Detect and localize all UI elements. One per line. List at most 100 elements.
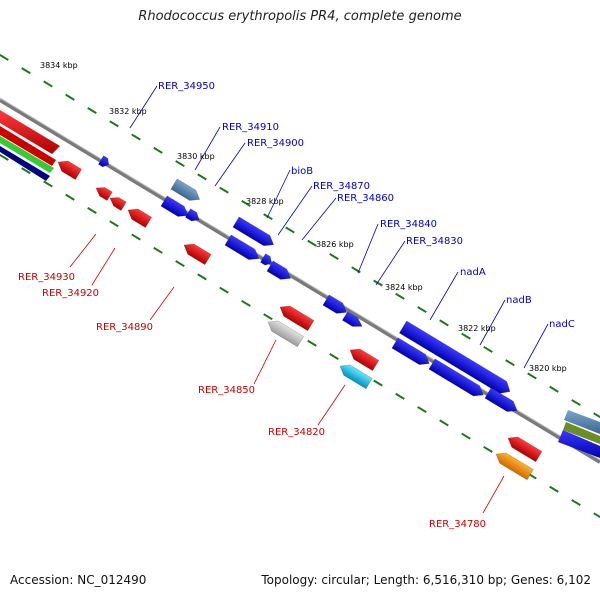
ruler-tick (43, 80, 53, 88)
label-leader (266, 169, 291, 219)
gene-arrow (183, 243, 212, 266)
ruler-tick (439, 319, 449, 327)
ruler-tick (0, 53, 9, 61)
label-leaders (69, 85, 549, 514)
gene-label: RER_34930 (18, 272, 75, 283)
ruler-tick (417, 406, 427, 414)
ruler-tick (483, 445, 493, 453)
ruler-tick (461, 332, 471, 340)
gene-arrow (495, 452, 534, 481)
gene-arrow (342, 311, 363, 327)
gene-arrow (428, 358, 484, 397)
gene-arrow (484, 387, 518, 412)
genome-summary: Topology: circular; Length: 6,516,310 bp… (261, 573, 591, 587)
ruler-tick (131, 233, 141, 241)
label-leader (523, 323, 549, 369)
ruler-tick (197, 173, 207, 181)
ruler-label: 3824 kbp (385, 283, 423, 292)
ruler-label: 3828 kbp (246, 197, 284, 206)
gene-label: bioB (291, 166, 313, 177)
ruler-tick (21, 167, 31, 175)
gene-arrow (224, 234, 260, 260)
gene-label: RER_34850 (198, 385, 255, 396)
label-leader (69, 233, 97, 268)
ruler-tick (307, 239, 317, 247)
ruler-tick (153, 146, 163, 154)
ruler-tick (109, 120, 119, 128)
ruler-label: 3830 kbp (177, 152, 215, 161)
ruler-tick (175, 260, 185, 268)
label-leader (301, 197, 337, 241)
label-leader (214, 142, 246, 187)
ruler-tick (131, 133, 141, 141)
ruler-tick (263, 313, 273, 321)
gene-arrow (507, 436, 543, 463)
gene-arrow (391, 337, 430, 365)
ruler-label: 3820 kbp (529, 364, 567, 373)
gene-features (57, 155, 543, 481)
ruler-tick (65, 193, 75, 201)
gene-arrow (349, 348, 380, 372)
gene-label: RER_34950 (158, 81, 215, 92)
gene-label: RER_34870 (313, 181, 370, 192)
ruler-tick (329, 353, 339, 360)
ruler-tick (87, 107, 97, 114)
left-edge-tracks (0, 110, 60, 181)
label-leader (357, 223, 379, 274)
ruler-tick (43, 180, 53, 188)
ruler-tick (329, 253, 339, 260)
right-edge-tracks (558, 410, 600, 458)
accession-text: Accession: NC_012490 (10, 573, 147, 587)
gene-arrow (279, 305, 315, 332)
gene-labels: RER_34950 RER_34910 RER_34900 bioBRER_34870… (18, 81, 575, 530)
gene-arrow (160, 195, 189, 217)
ruler-tick (395, 292, 405, 300)
ruler-tick (505, 359, 515, 367)
ruler-tick (0, 153, 9, 161)
ruler-tick (439, 419, 449, 427)
gene-arrow (398, 320, 511, 394)
ruler-tick (373, 279, 383, 287)
ruler-tick (87, 207, 97, 214)
gene-arrow (260, 253, 272, 266)
label-leader (317, 384, 346, 426)
gene-arrow (170, 178, 201, 201)
ruler-tick (593, 412, 600, 419)
gene-arrow (109, 197, 127, 211)
ruler-tick (483, 345, 493, 353)
ruler-label: 3834 kbp (40, 61, 78, 70)
ruler-tick (241, 299, 251, 307)
gene-label: RER_34780 (429, 519, 486, 530)
ruler-tick (21, 67, 31, 75)
gene-arrow (127, 208, 153, 228)
ruler-tick (549, 485, 559, 493)
gene-label: RER_34820 (268, 427, 325, 438)
ruler-labels: 3834 kbp 3832 kbp 3830 kbp 3828 kbp 3826 kbp… (40, 61, 567, 373)
label-leader (429, 271, 459, 321)
ruler-label: 3822 kbp (458, 324, 496, 333)
gene-arrow (322, 294, 347, 314)
ruler-ticks (0, 53, 600, 519)
gene-label: RER_34860 (337, 193, 394, 204)
ruler-tick (109, 220, 119, 228)
ruler-tick (153, 246, 163, 254)
ruler-tick (571, 399, 581, 406)
label-leader (277, 185, 313, 236)
gene-label: RER_34890 (96, 322, 153, 333)
gene-arrow (95, 187, 113, 201)
ruler-tick (395, 392, 405, 400)
gene-label: RER_34910 (222, 122, 279, 133)
ruler-tick (417, 306, 427, 314)
ruler-tick (549, 385, 559, 393)
gene-label: RER_34840 (380, 219, 437, 230)
label-leader (479, 299, 506, 346)
gene-label: nadB (506, 295, 532, 306)
gene-label: nadA (460, 267, 486, 278)
gene-arrow (185, 208, 200, 222)
gene-label: nadC (549, 319, 575, 330)
gene-label: RER_34830 (406, 236, 463, 247)
ruler-tick (197, 273, 207, 281)
label-leader (129, 85, 158, 129)
label-leader (253, 339, 277, 385)
